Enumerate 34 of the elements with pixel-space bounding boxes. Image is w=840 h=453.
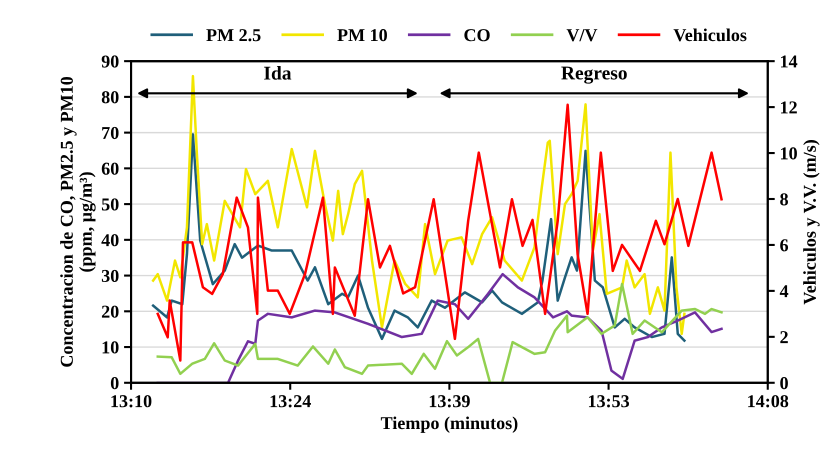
y2-tick-label: 4 (780, 285, 788, 298)
line-series (156, 104, 723, 362)
x-axis-title: Tiempo (minutos) (380, 416, 518, 433)
y-tick-label: 40 (101, 234, 119, 246)
legend-label: Vehiculos (674, 28, 746, 42)
y-tick-label: 60 (102, 162, 119, 175)
legend-label: PM 2.5 (206, 29, 261, 42)
x-tick-label: 14:08 (748, 395, 788, 408)
y-tick-label: 70 (102, 126, 119, 140)
x-tick-label: 13:10 (111, 395, 152, 408)
y2-tick-label: 14 (781, 56, 798, 68)
y2-tick-label: 6 (780, 239, 788, 252)
x-tick-label: 13:53 (588, 395, 630, 408)
y-tick-label: 50 (102, 198, 119, 211)
legend-label: CO (464, 29, 490, 42)
y2-tick-label: 8 (780, 193, 788, 206)
y-tick-label: 90 (102, 55, 119, 68)
annotation: Ida (264, 66, 292, 80)
y2-tick-label: 12 (781, 101, 797, 114)
y-tick-label: 10 (102, 341, 119, 354)
legend-label: V/V (566, 29, 598, 42)
y2-tick-label: 0 (780, 377, 788, 390)
y-tick-label: 30 (102, 270, 119, 282)
y-tick-label: 0 (110, 377, 119, 390)
y-axis-title: Concentracion de CO, PM2.5 y PM10 (ppm, µg/m³) (60, 76, 96, 367)
y2-axis-title: Vehiculos y V.V. (m/s) (803, 140, 820, 304)
y2-tick-label: 10 (781, 147, 797, 160)
annotation: Regreso (561, 66, 627, 84)
y-tick-label: 20 (102, 306, 119, 318)
legend-label: PM 10 (337, 29, 387, 42)
x-tick-label: 13:39 (430, 395, 470, 408)
y-tick-label: 80 (102, 91, 119, 104)
y2-tick-label: 2 (780, 331, 788, 344)
x-tick-label: 13:24 (270, 395, 311, 408)
